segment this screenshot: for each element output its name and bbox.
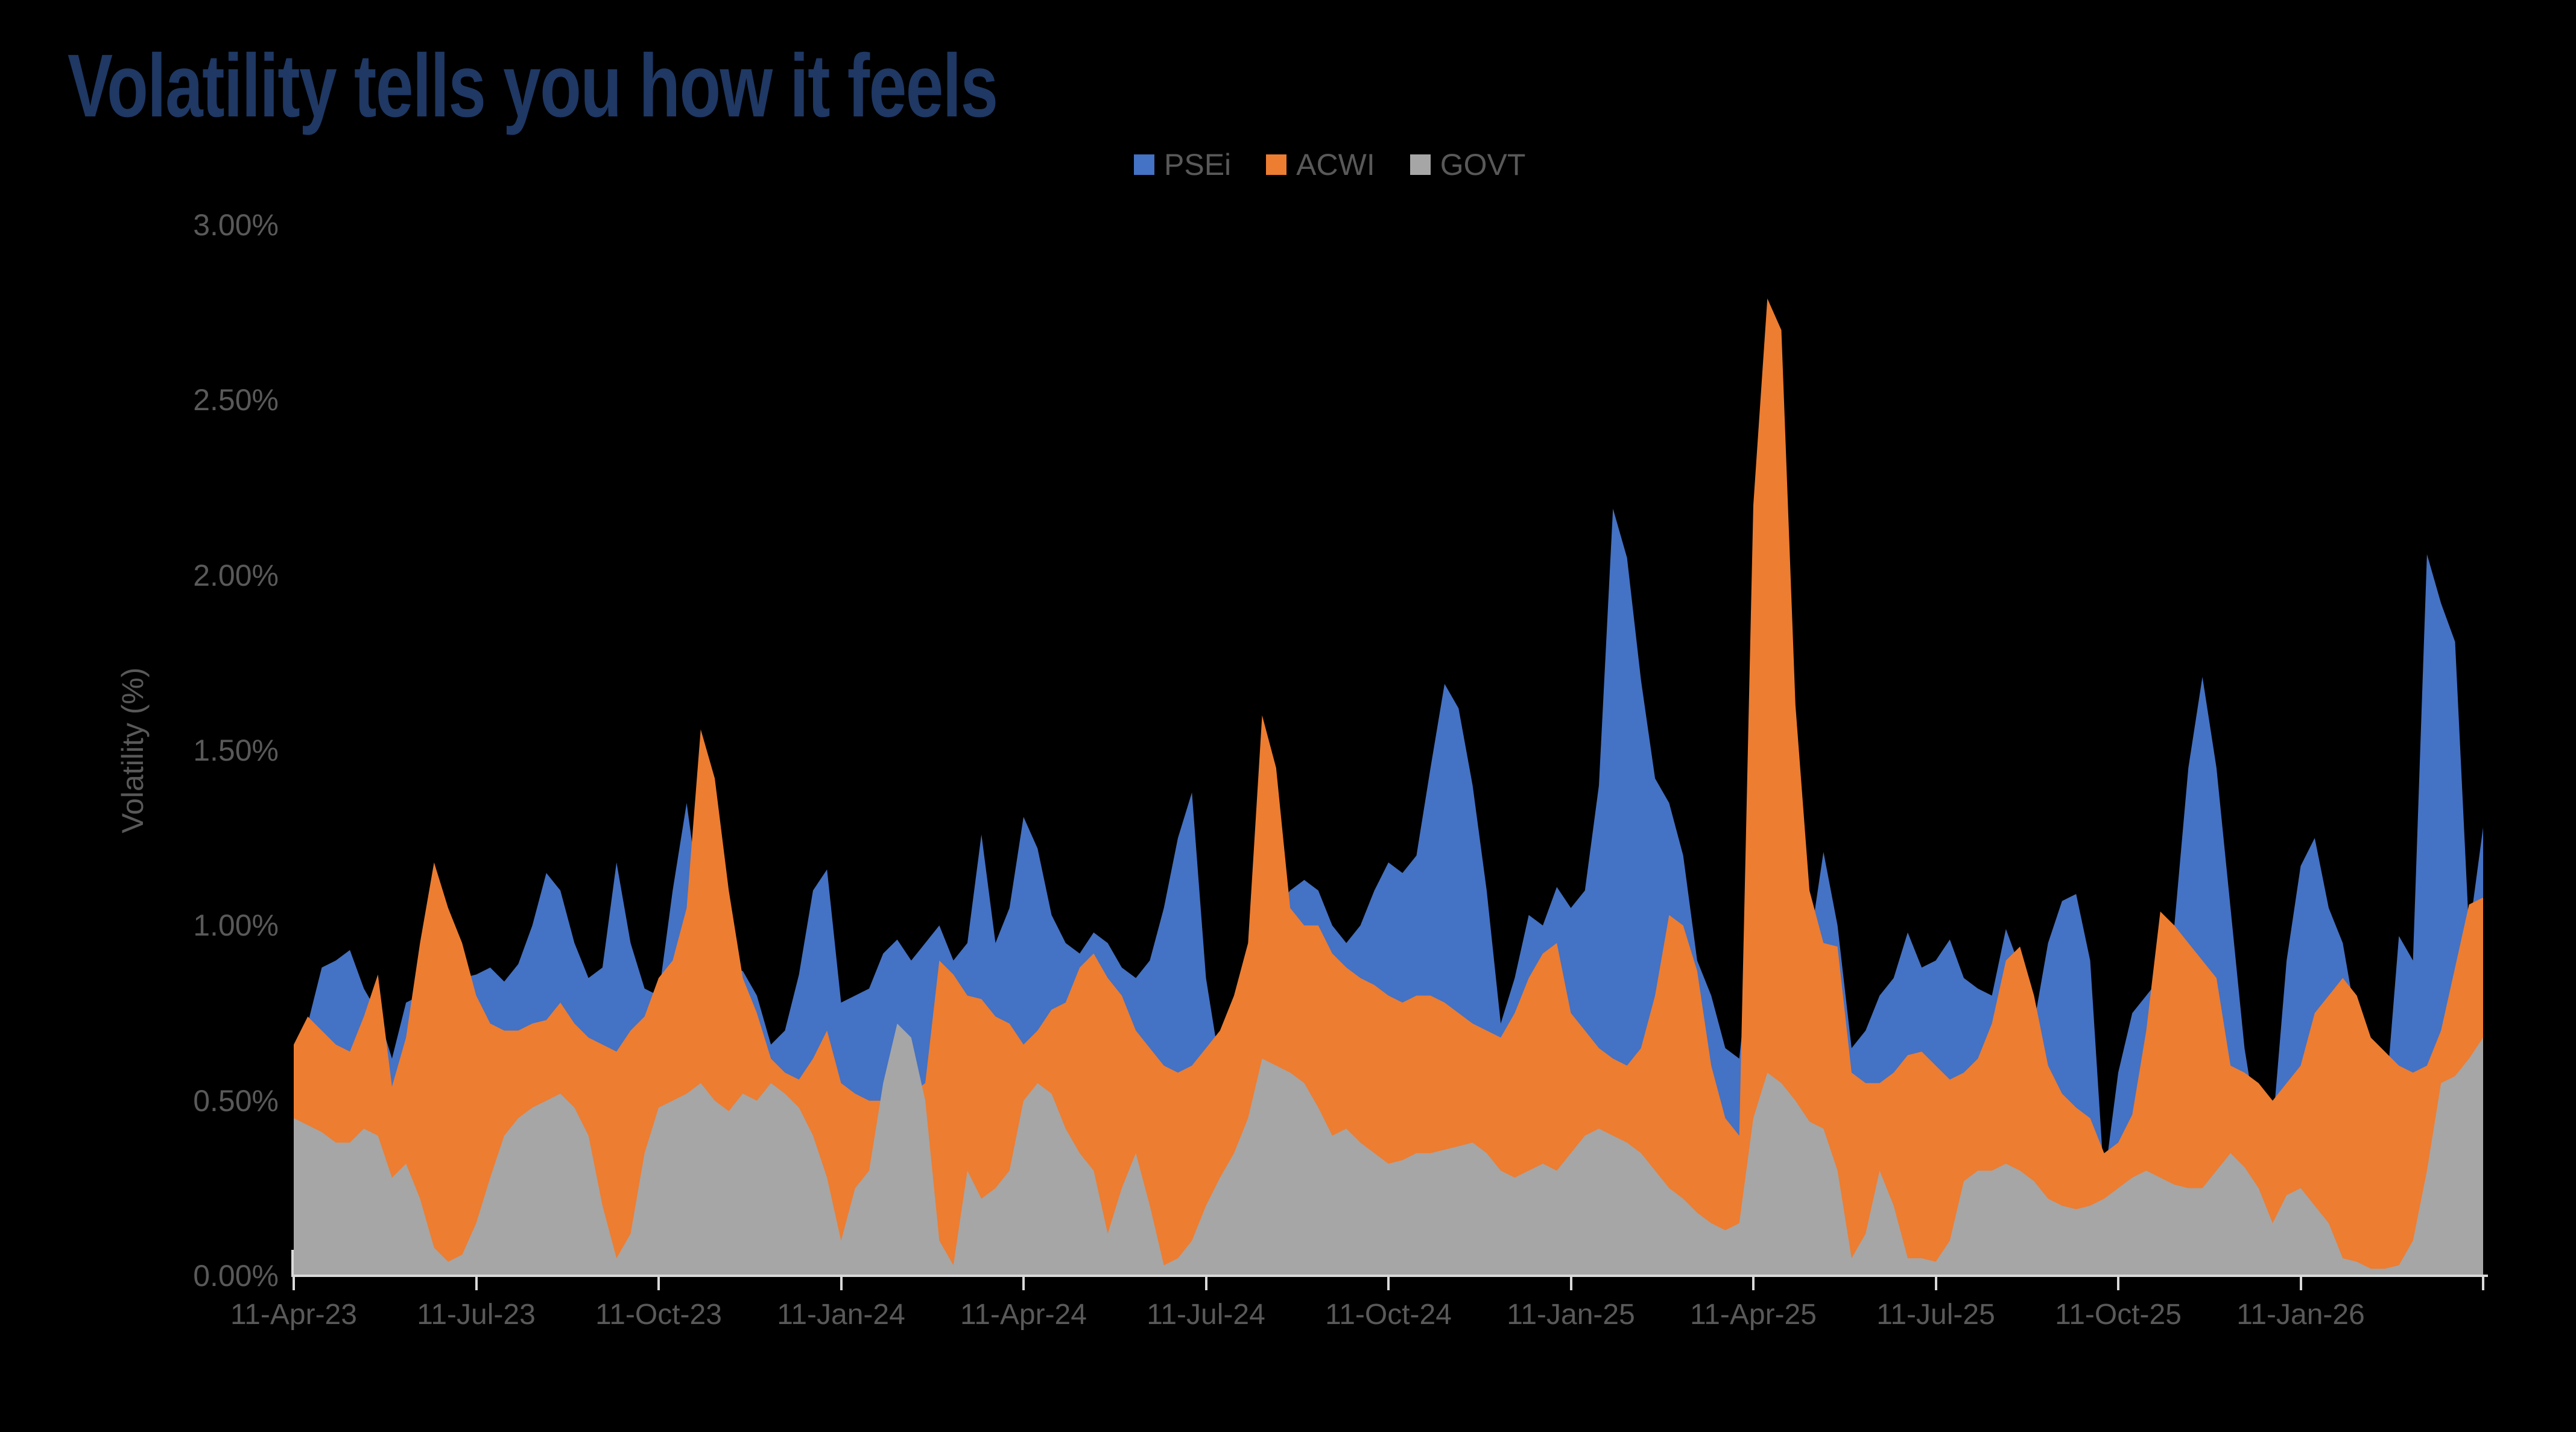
x-tick-label: 11-Jan-26: [2236, 1299, 2365, 1331]
x-tick-label: 11-Apr-25: [1690, 1299, 1817, 1331]
y-tick-label: 2.50%: [193, 383, 279, 417]
x-axis-tick: [2117, 1275, 2119, 1290]
x-axis-tick: [1022, 1275, 1025, 1290]
x-axis-tick: [1569, 1275, 1572, 1290]
y-tick-label: 1.00%: [193, 908, 279, 943]
x-tick-label: 11-Jul-24: [1147, 1299, 1265, 1331]
legend-item-govt[interactable]: GOVT: [1410, 147, 1526, 182]
x-tick-label: 11-Oct-23: [595, 1299, 722, 1331]
area-chart-svg: [294, 298, 2483, 1276]
x-axis-tick: [1387, 1275, 1390, 1290]
chart-legend: PSEi ACWI GOVT: [1134, 147, 1525, 182]
x-tick-label: 11-Apr-24: [960, 1299, 1087, 1331]
legend-swatch-govt: [1410, 154, 1431, 175]
legend-swatch-acwi: [1266, 154, 1287, 175]
legend-swatch-psei: [1134, 154, 1154, 175]
x-axis-tick: [1204, 1275, 1207, 1290]
legend-label: PSEi: [1164, 148, 1232, 182]
x-tick-label: 11-Oct-24: [1325, 1299, 1452, 1331]
x-tick-label: 11-Oct-25: [2055, 1299, 2182, 1331]
legend-item-acwi[interactable]: ACWI: [1266, 147, 1375, 182]
x-tick-label: 11-Jan-25: [1507, 1299, 1635, 1331]
legend-label: GOVT: [1440, 148, 1526, 182]
y-tick-label: 0.50%: [193, 1083, 279, 1118]
y-tick-label: 0.00%: [193, 1259, 279, 1293]
y-tick-label: 2.00%: [193, 558, 279, 592]
series-area-govt: [294, 1023, 2483, 1276]
x-tick-label: 11-Jul-23: [417, 1299, 536, 1331]
x-tick-label: 11-Apr-23: [230, 1299, 357, 1331]
chart-title: Volatility tells you how it feels: [68, 36, 998, 136]
x-axis-tick: [1934, 1275, 1937, 1290]
x-axis-tick: [657, 1275, 660, 1290]
x-axis-tick: [293, 1275, 295, 1290]
x-axis-end-tick: [2482, 1275, 2484, 1290]
x-axis-tick: [475, 1275, 478, 1290]
x-axis-tick: [2299, 1275, 2302, 1290]
y-tick-label: 3.00%: [193, 208, 279, 242]
legend-label: ACWI: [1296, 148, 1375, 182]
y-tick-label: 1.50%: [193, 733, 279, 767]
legend-item-psei[interactable]: PSEi: [1134, 147, 1231, 182]
x-tick-label: 11-Jul-25: [1876, 1299, 1995, 1331]
series-area-acwi: [294, 298, 2483, 1276]
x-axis-left-stub: [291, 1250, 294, 1277]
x-tick-label: 11-Jan-24: [777, 1299, 905, 1331]
x-axis-line: [291, 1275, 2488, 1277]
x-axis-tick: [840, 1275, 843, 1290]
x-axis-tick: [1752, 1275, 1755, 1290]
plot-area: [294, 225, 2483, 1276]
